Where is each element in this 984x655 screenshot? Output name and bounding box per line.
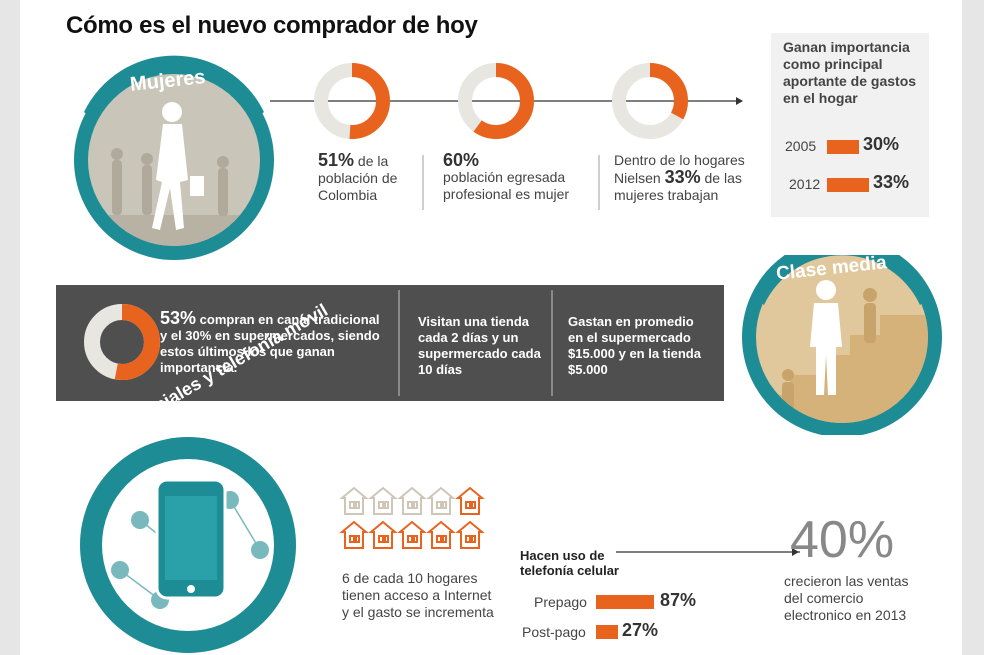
- telefonia-title: Hacen uso de telefonía celular: [520, 548, 619, 578]
- page-title: Cómo es el nuevo comprador de hoy: [66, 12, 478, 39]
- bar-postpago: [596, 625, 618, 639]
- ecommerce-text: crecieron las ventas del comercio electr…: [784, 573, 909, 623]
- house-icon: [397, 486, 427, 515]
- label-prepago: Prepago: [534, 594, 587, 610]
- mujeres-stat-3: Dentro de lo hogares Nielsen 33% de las …: [614, 152, 745, 203]
- pct-2005: 30%: [863, 134, 900, 154]
- clase-media-stat-2: Visitan una tienda cada 2 días y un supe…: [418, 314, 541, 377]
- house-icon: [455, 520, 485, 549]
- mujeres-stat-2: 60% población egresada profesional es muj…: [443, 150, 570, 202]
- pct-postpago: 27%: [622, 620, 659, 640]
- house-icon: [426, 486, 456, 515]
- house-icon: [397, 520, 427, 549]
- house-icon: [426, 520, 456, 549]
- year-2012: 2012: [789, 176, 821, 192]
- house-icon: [339, 520, 369, 549]
- redes-graphic: [80, 437, 800, 653]
- donut-33: [612, 63, 688, 139]
- bar-2005: [827, 140, 859, 154]
- pct-2012: 33%: [873, 172, 910, 192]
- label-postpago: Post-pago: [522, 624, 586, 640]
- house-icon: [368, 520, 398, 549]
- donut-60: [458, 63, 534, 139]
- clase-media-stat-3: Gastan en promedio en el supermercado $1…: [568, 314, 701, 377]
- hogares-text: 6 de cada 10 hogares tienen acceso a Int…: [342, 570, 494, 620]
- year-2005: 2005: [785, 138, 817, 154]
- bar-prepago: [596, 595, 654, 609]
- divider: [398, 290, 400, 396]
- divider: [598, 155, 600, 210]
- clase-media-band: [56, 285, 724, 401]
- house-icon: [339, 486, 369, 515]
- ecommerce-pct: 40%: [790, 511, 895, 569]
- mujeres-graphic: [74, 55, 743, 260]
- clase-media-stat-1: 53% compran en canal tradicional y el 30…: [160, 308, 380, 375]
- pct-prepago: 87%: [660, 590, 697, 610]
- house-icon: [455, 486, 485, 515]
- house-icon: [368, 486, 398, 515]
- mujeres-stat-1: 51% de la población de Colombia: [318, 150, 398, 203]
- divider: [422, 155, 424, 210]
- bar-2012: [827, 178, 869, 192]
- donut-51: [314, 63, 390, 139]
- clase-media-graphic: [84, 255, 942, 435]
- divider: [551, 290, 553, 396]
- importancia-title: Ganan importancia como principal aportan…: [783, 39, 917, 106]
- infographic: Cómo es el nuevo comprador de hoy: [20, 0, 962, 655]
- importancia-box: Ganan importancia como principal aportan…: [771, 33, 929, 217]
